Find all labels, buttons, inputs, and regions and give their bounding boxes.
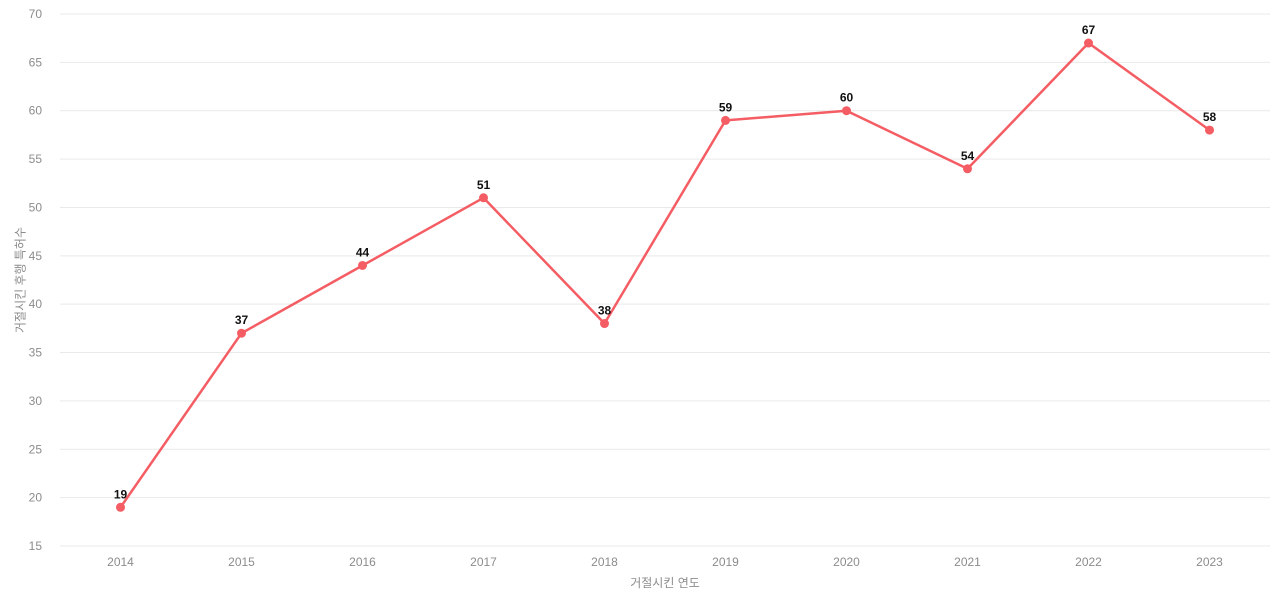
data-point[interactable]	[1084, 38, 1093, 48]
y-tick-label: 70	[29, 7, 43, 21]
data-point[interactable]	[721, 115, 730, 125]
data-point-label: 67	[1082, 23, 1096, 37]
y-tick-label: 50	[29, 200, 43, 214]
x-tick-label: 2022	[1075, 555, 1102, 569]
x-tick-label: 2021	[954, 555, 981, 569]
y-tick-label: 60	[29, 104, 43, 118]
data-point-label: 44	[356, 245, 370, 259]
y-tick-label: 15	[29, 539, 43, 553]
x-tick-label: 2015	[228, 555, 255, 569]
data-point-label: 59	[719, 100, 733, 114]
data-point[interactable]	[479, 193, 488, 203]
data-point[interactable]	[963, 164, 972, 174]
data-point-label: 19	[114, 487, 128, 501]
data-point[interactable]	[1205, 125, 1214, 135]
y-tick-label: 65	[29, 55, 43, 69]
y-tick-label: 45	[29, 249, 43, 263]
x-tick-label: 2018	[591, 555, 618, 569]
x-tick-label: 2023	[1196, 555, 1223, 569]
x-tick-label: 2017	[470, 555, 497, 569]
y-tick-label: 25	[29, 442, 43, 456]
y-tick-label: 30	[29, 394, 43, 408]
data-point-label: 54	[961, 149, 975, 163]
data-point-label: 38	[598, 304, 612, 318]
data-point-label: 60	[840, 91, 854, 105]
data-point-label: 51	[477, 178, 491, 192]
line-series	[119, 41, 1211, 509]
data-point[interactable]	[116, 502, 125, 512]
data-point-label: 58	[1203, 110, 1217, 124]
x-tick-label: 2019	[712, 555, 739, 569]
y-tick-label: 40	[29, 297, 43, 311]
data-point[interactable]	[600, 319, 609, 329]
y-tick-label: 55	[29, 152, 43, 166]
x-tick-label: 2016	[349, 555, 376, 569]
data-point[interactable]	[358, 260, 367, 270]
data-point-label: 37	[235, 313, 249, 327]
data-point[interactable]	[237, 328, 246, 338]
data-point[interactable]	[842, 106, 851, 116]
y-tick-label: 35	[29, 346, 43, 360]
x-tick-label: 2020	[833, 555, 860, 569]
y-tick-label: 20	[29, 491, 43, 505]
x-tick-label: 2014	[107, 555, 134, 569]
